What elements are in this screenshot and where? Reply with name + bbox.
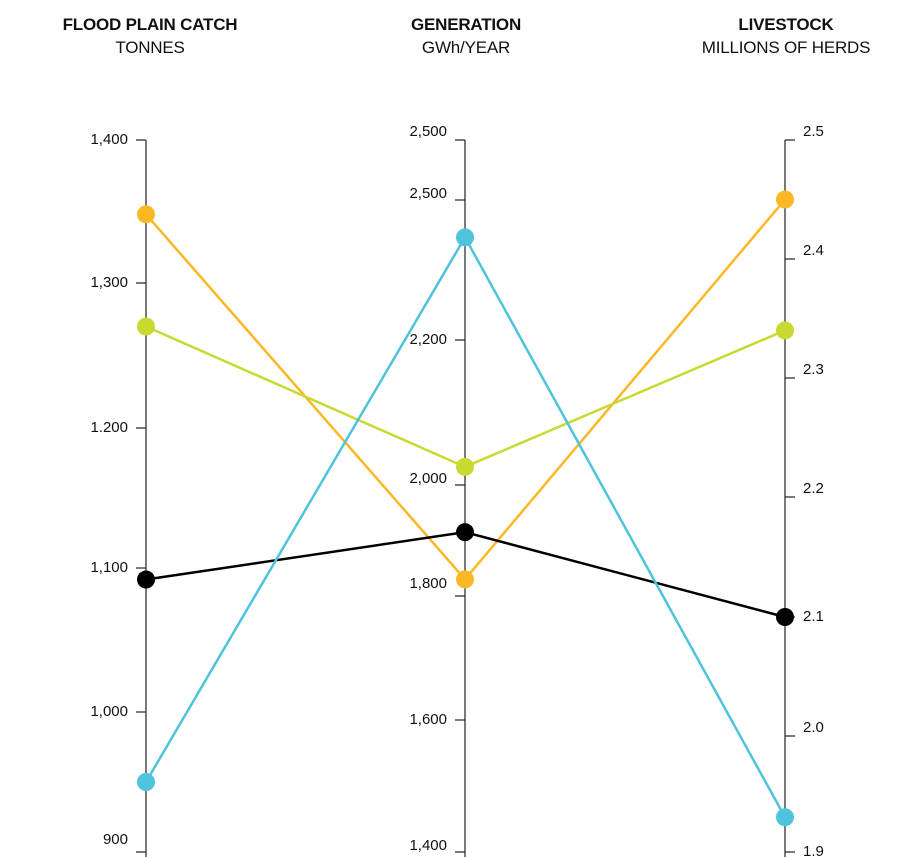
tick-label: 1,800 [409, 575, 447, 592]
tick-label: 2,200 [409, 331, 447, 348]
tick-label: 1,300 [90, 274, 128, 291]
axis-header-livestock: LIVESTOCK MILLIONS OF HERDS [636, 13, 916, 59]
tick-label: 1,000 [90, 703, 128, 720]
data-point [137, 205, 155, 224]
axis-title: LIVESTOCK [738, 15, 834, 34]
tick-label: 2.4 [803, 242, 824, 259]
tick-label: 2.1 [803, 608, 824, 625]
data-point [137, 773, 155, 791]
tick-label: 1,400 [90, 131, 128, 148]
tick-label: 2.0 [803, 719, 824, 736]
data-point [776, 808, 794, 827]
tick-label: 2.5 [803, 123, 824, 140]
data-point [776, 190, 794, 209]
axis-title: FLOOD PLAIN CATCH [62, 15, 238, 34]
data-point [776, 608, 794, 626]
tick-label: 1,100 [90, 559, 128, 576]
tick-label: 2.2 [803, 480, 824, 497]
tick-label: 2,000 [409, 470, 447, 487]
data-point [137, 317, 155, 336]
tick-label: 900 [103, 831, 128, 848]
data-point [137, 570, 155, 589]
axis-header-generation: GENERATION GWh/YEAR [316, 13, 616, 59]
data-point [776, 321, 794, 340]
axis-header-flood-plain-catch: FLOOD PLAIN CATCH TONNES [0, 13, 300, 59]
axis-unit: MILLIONS OF HERDS [701, 38, 871, 57]
data-point [456, 457, 474, 476]
tick-label: 2,500 [409, 123, 447, 140]
data-point [456, 523, 474, 542]
axis-title: GENERATION [410, 15, 522, 34]
axis-unit: GWh/YEAR [421, 38, 511, 57]
series-points [137, 190, 794, 827]
tick-label: 2,500 [409, 185, 447, 202]
axes-layer: 1,400 1,300 1.200 1,100 1,000 900 2,500 2,500 2,… [90, 123, 824, 857]
tick-label: 1,600 [409, 711, 447, 728]
tick-label: 1,400 [409, 837, 447, 854]
data-point [456, 228, 474, 247]
tick-label: 2.3 [803, 361, 824, 378]
tick-label: 1.9 [803, 843, 824, 857]
axis-unit: TONNES [115, 38, 185, 57]
data-point [456, 570, 474, 589]
tick-label: 1.200 [90, 419, 128, 436]
